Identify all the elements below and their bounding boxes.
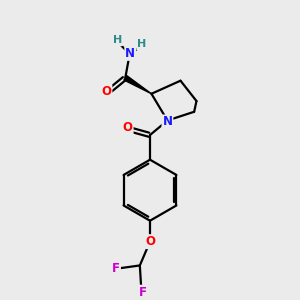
Text: N: N	[162, 116, 172, 128]
Text: H: H	[113, 35, 122, 45]
Text: N: N	[125, 47, 135, 60]
Text: H: H	[137, 39, 146, 50]
Text: O: O	[101, 85, 111, 98]
Polygon shape	[124, 76, 152, 94]
Text: F: F	[112, 262, 120, 275]
Text: O: O	[123, 121, 133, 134]
Text: O: O	[146, 235, 156, 248]
Text: F: F	[139, 286, 147, 299]
